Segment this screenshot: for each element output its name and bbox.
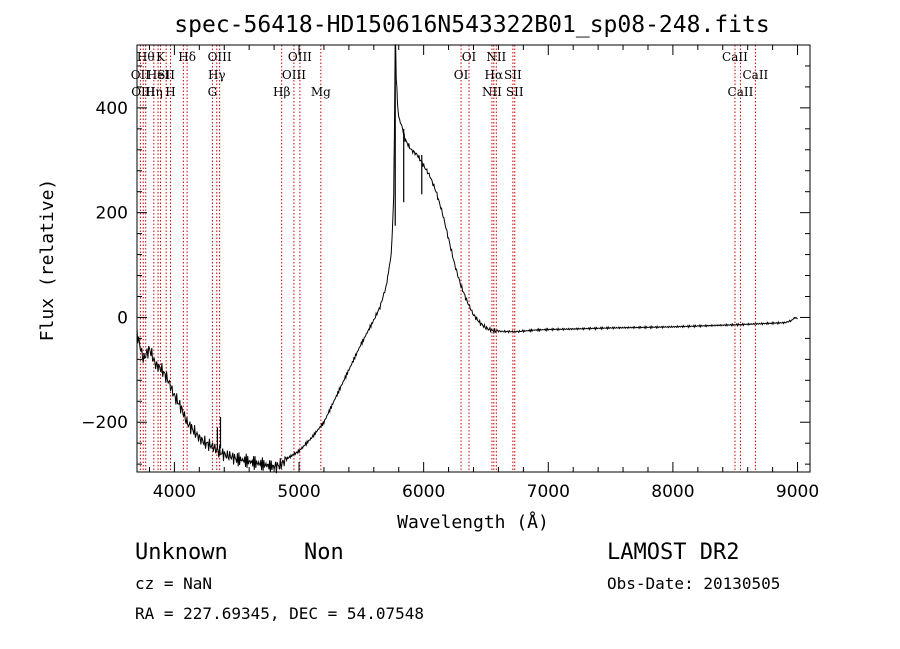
chart-title: spec-56418-HD150616N543322B01_sp08-248.f… [174, 12, 769, 38]
cz-text: cz = NaN [135, 574, 212, 593]
line-marker-label: OI [462, 50, 477, 64]
x-tick-label: 7000 [527, 482, 570, 502]
x-axis-ticks: 4000 5000 6000 7000 8000 9000 [148, 45, 819, 502]
spectrum-line [136, 44, 798, 474]
line-marker-label: Hγ [208, 68, 226, 82]
spectral-line-labels: OIIOIIIHθHηHeIKSIIHHδGHγOIIIHβOIIIOIIIMg… [131, 50, 769, 99]
line-marker-label: OIII [282, 68, 306, 82]
line-marker-label: OII [131, 68, 151, 82]
line-marker-label: SII [504, 68, 522, 82]
line-marker-label: SII [157, 68, 175, 82]
line-marker-label: CaII [742, 68, 768, 82]
y-axis-ticks: −200 0 200 400 [81, 65, 810, 465]
line-marker-label: H [165, 85, 175, 99]
line-marker-label: K [156, 50, 166, 64]
y-tick-label: −200 [81, 413, 128, 433]
y-tick-label: 0 [117, 308, 128, 328]
y-axis-label: Flux (relative) [37, 179, 58, 342]
y-tick-label: 200 [96, 204, 128, 224]
x-tick-label: 4000 [153, 482, 196, 502]
line-marker-label: NII [482, 85, 502, 99]
spectral-line-markers [139, 45, 756, 472]
line-marker-label: Hδ [178, 50, 196, 64]
line-marker-label: NII [486, 50, 506, 64]
plot-frame [136, 44, 811, 473]
line-marker-label: G [208, 85, 218, 99]
y-tick-label: 400 [96, 99, 128, 119]
line-marker-label: HeI [147, 68, 170, 82]
line-marker-label: Mg [311, 85, 331, 99]
line-marker-label: OIII [288, 50, 312, 64]
line-marker-label: Hη [145, 85, 163, 99]
x-tick-label: 5000 [277, 482, 320, 502]
obs-date-text: Obs-Date: 20130505 [607, 574, 780, 593]
subclass-label: Non [304, 540, 344, 565]
x-axis-label: Wavelength (Å) [397, 511, 549, 533]
x-tick-label: 9000 [776, 482, 819, 502]
spectrum-series [136, 44, 798, 474]
x-tick-label: 6000 [402, 482, 445, 502]
line-marker-label: OIII [208, 50, 232, 64]
x-tick-label: 8000 [651, 482, 694, 502]
line-marker-label: SII [506, 85, 524, 99]
line-marker-label: Hθ [137, 50, 155, 64]
line-marker-label: Hβ [273, 85, 290, 99]
radec-text: RA = 227.69345, DEC = 54.07548 [135, 604, 424, 623]
line-marker-label: CaII [722, 50, 748, 64]
line-marker-label: Hα [485, 68, 504, 82]
class-label: Unknown [135, 540, 228, 565]
line-marker-label: OI [454, 68, 469, 82]
survey-label: LAMOST DR2 [607, 540, 739, 565]
line-marker-label: CaII [728, 85, 754, 99]
